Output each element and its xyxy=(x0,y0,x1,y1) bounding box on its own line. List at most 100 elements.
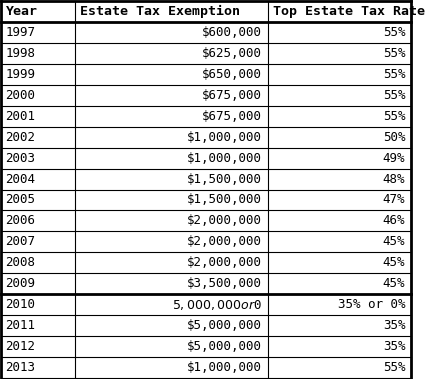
Text: 2009: 2009 xyxy=(6,277,36,290)
Text: 46%: 46% xyxy=(383,215,405,227)
Text: 47%: 47% xyxy=(383,194,405,207)
Text: 35%: 35% xyxy=(383,319,405,332)
Bar xyxy=(268,232,411,252)
Bar xyxy=(75,64,268,85)
Bar xyxy=(1,85,75,106)
Text: 45%: 45% xyxy=(383,235,405,249)
Bar xyxy=(1,43,75,64)
Text: $1,000,000: $1,000,000 xyxy=(186,152,261,164)
Bar xyxy=(1,22,75,43)
Text: Year: Year xyxy=(6,5,38,18)
Bar xyxy=(1,1,75,22)
Text: $1,000,000: $1,000,000 xyxy=(186,130,261,144)
Bar xyxy=(1,252,75,273)
Bar xyxy=(268,43,411,64)
Bar xyxy=(1,169,75,190)
Bar xyxy=(1,190,75,210)
Text: 55%: 55% xyxy=(383,67,405,81)
Text: $600,000: $600,000 xyxy=(202,26,261,39)
Text: 50%: 50% xyxy=(383,130,405,144)
Bar xyxy=(75,336,268,357)
Text: $675,000: $675,000 xyxy=(202,89,261,102)
Text: 55%: 55% xyxy=(383,89,405,102)
Bar xyxy=(75,210,268,232)
Bar xyxy=(75,169,268,190)
Text: 1997: 1997 xyxy=(6,26,36,39)
Bar xyxy=(75,22,268,43)
Text: 2006: 2006 xyxy=(6,215,36,227)
Text: 1998: 1998 xyxy=(6,47,36,60)
Bar xyxy=(268,127,411,147)
Text: 2008: 2008 xyxy=(6,257,36,269)
Text: $2,000,000: $2,000,000 xyxy=(186,215,261,227)
Bar xyxy=(268,336,411,357)
Text: 2004: 2004 xyxy=(6,172,36,185)
Text: $675,000: $675,000 xyxy=(202,110,261,122)
Bar xyxy=(75,1,268,22)
Bar xyxy=(75,357,268,378)
Bar xyxy=(1,210,75,232)
Text: 2012: 2012 xyxy=(6,340,36,353)
Bar xyxy=(268,22,411,43)
Bar xyxy=(268,85,411,106)
Text: 55%: 55% xyxy=(383,361,405,374)
Text: 49%: 49% xyxy=(383,152,405,164)
Bar xyxy=(268,273,411,294)
Bar xyxy=(1,336,75,357)
Bar xyxy=(75,232,268,252)
Bar xyxy=(1,106,75,127)
Text: 2005: 2005 xyxy=(6,194,36,207)
Text: $5,000,000: $5,000,000 xyxy=(186,340,261,353)
Text: 35%: 35% xyxy=(383,340,405,353)
Bar xyxy=(268,169,411,190)
Text: $5,000,000 or $0: $5,000,000 or $0 xyxy=(172,298,261,312)
Bar xyxy=(1,64,75,85)
Text: 55%: 55% xyxy=(383,47,405,60)
Bar xyxy=(1,232,75,252)
Text: 2001: 2001 xyxy=(6,110,36,122)
Text: $3,500,000: $3,500,000 xyxy=(186,277,261,290)
Bar xyxy=(75,315,268,336)
Text: $650,000: $650,000 xyxy=(202,67,261,81)
Bar xyxy=(1,315,75,336)
Bar xyxy=(268,64,411,85)
Bar xyxy=(1,127,75,147)
Bar xyxy=(75,273,268,294)
Bar xyxy=(268,1,411,22)
Text: $1,500,000: $1,500,000 xyxy=(186,194,261,207)
Bar xyxy=(1,294,75,315)
Bar xyxy=(1,147,75,169)
Text: 45%: 45% xyxy=(383,277,405,290)
Text: Top Estate Tax Rate: Top Estate Tax Rate xyxy=(273,5,425,18)
Text: 2011: 2011 xyxy=(6,319,36,332)
Text: 35% or 0%: 35% or 0% xyxy=(338,298,405,312)
Bar xyxy=(268,147,411,169)
Bar xyxy=(75,85,268,106)
Bar xyxy=(268,294,411,315)
Text: $1,000,000: $1,000,000 xyxy=(186,361,261,374)
Text: 55%: 55% xyxy=(383,110,405,122)
Text: 1999: 1999 xyxy=(6,67,36,81)
Bar xyxy=(268,190,411,210)
Text: 2010: 2010 xyxy=(6,298,36,312)
Text: Estate Tax Exemption: Estate Tax Exemption xyxy=(80,5,240,18)
Text: 2003: 2003 xyxy=(6,152,36,164)
Bar xyxy=(75,190,268,210)
Text: $1,500,000: $1,500,000 xyxy=(186,172,261,185)
Bar xyxy=(75,106,268,127)
Bar xyxy=(75,127,268,147)
Text: 48%: 48% xyxy=(383,172,405,185)
Text: $2,000,000: $2,000,000 xyxy=(186,257,261,269)
Bar xyxy=(1,357,75,378)
Bar xyxy=(268,252,411,273)
Bar xyxy=(268,210,411,232)
Text: 45%: 45% xyxy=(383,257,405,269)
Text: 2002: 2002 xyxy=(6,130,36,144)
Bar xyxy=(75,43,268,64)
Text: 55%: 55% xyxy=(383,26,405,39)
Text: 2007: 2007 xyxy=(6,235,36,249)
Text: 2013: 2013 xyxy=(6,361,36,374)
Bar xyxy=(268,315,411,336)
Bar xyxy=(1,273,75,294)
Bar xyxy=(268,357,411,378)
